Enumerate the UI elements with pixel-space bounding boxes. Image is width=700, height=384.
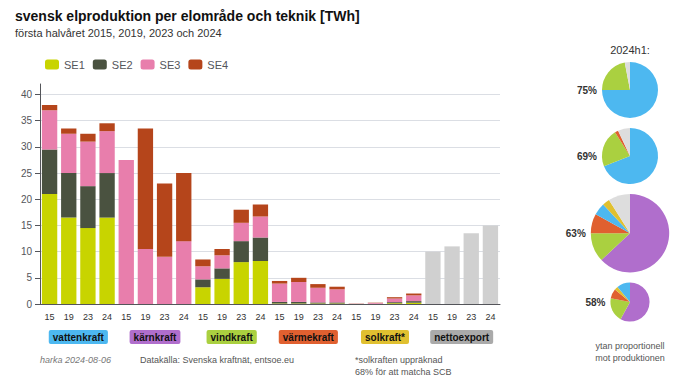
- svg-text:SE1: SE1: [64, 59, 85, 71]
- svg-text:23: 23: [390, 312, 400, 322]
- svg-text:23: 23: [160, 312, 170, 322]
- svg-text:SE2: SE2: [112, 59, 133, 71]
- svg-text:15: 15: [275, 312, 285, 322]
- svg-text:*solkraften uppräknad: *solkraften uppräknad: [355, 355, 443, 365]
- svg-text:0: 0: [26, 299, 32, 310]
- svg-text:svensk elproduktion per elområ: svensk elproduktion per elområde och tek…: [15, 8, 360, 24]
- svg-text:25: 25: [21, 168, 33, 179]
- svg-text:20: 20: [21, 194, 33, 205]
- svg-text:harka 2024-08-06: harka 2024-08-06: [40, 355, 111, 365]
- svg-text:24: 24: [255, 312, 265, 322]
- svg-text:19: 19: [370, 312, 380, 322]
- svg-text:nettoexport: nettoexport: [434, 332, 490, 343]
- svg-text:vattenkraft: vattenkraft: [53, 332, 105, 343]
- svg-text:19: 19: [140, 312, 150, 322]
- svg-text:19: 19: [217, 312, 227, 322]
- svg-text:24: 24: [102, 312, 112, 322]
- svg-text:24: 24: [409, 312, 419, 322]
- svg-text:kärnkraft: kärnkraft: [134, 332, 177, 343]
- svg-text:24: 24: [179, 312, 189, 322]
- svg-text:15: 15: [21, 220, 33, 231]
- svg-text:Datakälla: Svenska kraftnät, e: Datakälla: Svenska kraftnät, entsoe.eu: [140, 355, 294, 365]
- svg-text:30: 30: [21, 141, 33, 152]
- svg-text:19: 19: [294, 312, 304, 322]
- svg-text:40: 40: [21, 89, 33, 100]
- svg-text:ytan proportionell: ytan proportionell: [595, 341, 664, 351]
- svg-text:15: 15: [45, 312, 55, 322]
- svg-text:15: 15: [198, 312, 208, 322]
- svg-text:68% för att matcha SCB: 68% för att matcha SCB: [355, 367, 452, 377]
- svg-text:19: 19: [447, 312, 457, 322]
- svg-text:23: 23: [466, 312, 476, 322]
- svg-text:2024h1:: 2024h1:: [610, 44, 650, 56]
- svg-text:solkraft*: solkraft*: [365, 332, 405, 343]
- svg-text:23: 23: [83, 312, 93, 322]
- svg-text:35: 35: [21, 115, 33, 126]
- svg-text:15: 15: [351, 312, 361, 322]
- svg-text:75%: 75%: [577, 85, 597, 96]
- svg-text:23: 23: [236, 312, 246, 322]
- svg-text:SE3: SE3: [160, 59, 181, 71]
- svg-text:mot produktionen: mot produktionen: [595, 353, 665, 363]
- svg-text:SE4: SE4: [207, 59, 228, 71]
- svg-text:15: 15: [428, 312, 438, 322]
- svg-text:vindkraft: vindkraft: [211, 332, 254, 343]
- svg-text:23: 23: [313, 312, 323, 322]
- svg-text:24: 24: [485, 312, 495, 322]
- svg-text:värmekraft: värmekraft: [283, 332, 335, 343]
- svg-text:63%: 63%: [566, 228, 586, 239]
- svg-text:första halvåret 2015, 2019, 20: första halvåret 2015, 2019, 2023 och 202…: [15, 27, 222, 39]
- svg-text:15: 15: [121, 312, 131, 322]
- svg-text:69%: 69%: [577, 151, 597, 162]
- svg-text:19: 19: [64, 312, 74, 322]
- svg-text:5: 5: [26, 272, 32, 283]
- svg-text:24: 24: [332, 312, 342, 322]
- svg-text:58%: 58%: [585, 297, 605, 308]
- svg-text:10: 10: [21, 246, 33, 257]
